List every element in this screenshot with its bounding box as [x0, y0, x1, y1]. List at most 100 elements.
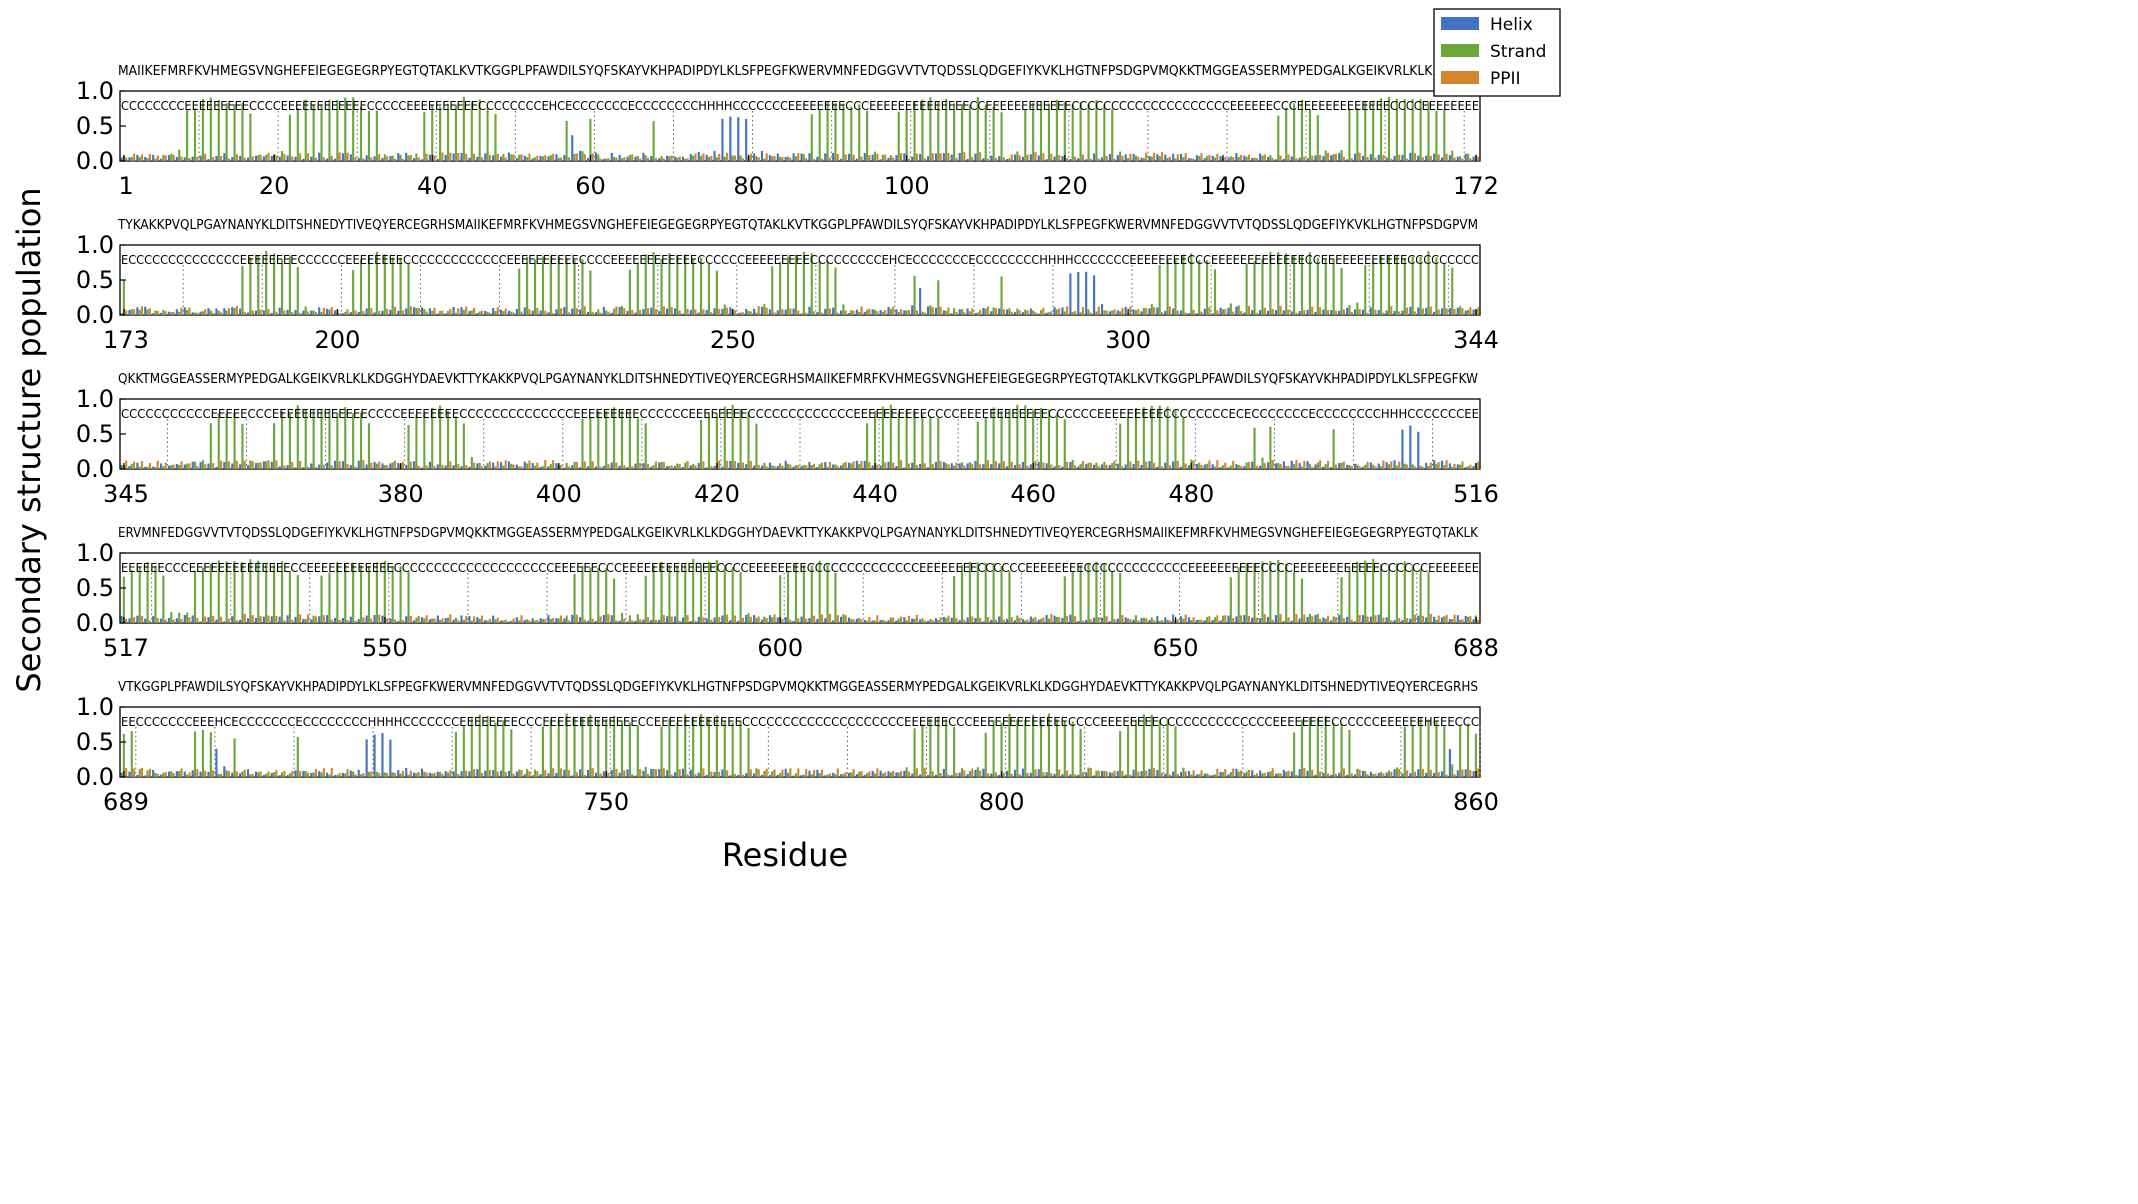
strand-bar: [1308, 109, 1311, 161]
ppii-bar: [330, 155, 333, 161]
strand-bar: [1269, 771, 1272, 777]
helix-bar: [666, 770, 669, 777]
strand-bar: [1474, 733, 1478, 777]
ppii-bar: [662, 614, 665, 623]
strand-bar: [945, 719, 948, 777]
ppii-bar: [994, 772, 998, 777]
strand-bar: [1111, 463, 1114, 469]
ppii-bar: [607, 614, 610, 623]
ppii-bar: [773, 155, 776, 161]
helix-bar: [254, 310, 258, 315]
helix-bar: [871, 154, 874, 161]
ppii-bar: [560, 768, 563, 777]
strand-bar: [1380, 98, 1383, 161]
helix-bar: [239, 619, 242, 623]
helix-bar: [760, 465, 764, 469]
strand-bar: [1435, 619, 1438, 623]
strand-bar: [170, 771, 173, 777]
strand-bar: [755, 423, 758, 469]
helix-bar: [413, 307, 416, 315]
helix-bar: [160, 158, 163, 161]
strand-bar: [312, 104, 315, 161]
strand-bar: [1269, 155, 1272, 161]
strand-bar: [1182, 618, 1185, 623]
strand-bar: [913, 410, 916, 469]
helix-bar: [405, 465, 408, 469]
strand-bar: [842, 773, 845, 777]
x-tick-label: 688: [1453, 634, 1499, 662]
ppii-bar: [931, 620, 934, 623]
ppii-bar: [1429, 462, 1432, 469]
strand-bar: [280, 772, 284, 777]
helix-bar: [1448, 463, 1451, 469]
ppii-bar: [757, 306, 760, 315]
helix-bar: [1369, 154, 1372, 161]
ppii-bar: [1113, 158, 1116, 161]
ppii-bar: [884, 154, 887, 161]
strand-bar: [502, 311, 505, 315]
helix-bar: [1164, 617, 1167, 623]
strand-bar: [1221, 772, 1224, 777]
ppii-bar: [1129, 461, 1132, 469]
helix-bar: [895, 466, 898, 469]
strand-bar: [771, 617, 774, 623]
ppii-bar: [1176, 619, 1179, 623]
strand-bar: [692, 558, 695, 623]
helix-bar: [571, 135, 574, 161]
strand-bar: [209, 732, 212, 777]
strand-bar: [1435, 257, 1438, 315]
helix-bar: [199, 771, 202, 777]
ppii-bar: [1295, 774, 1298, 777]
ppii-bar: [741, 617, 744, 623]
strand-bar: [1340, 723, 1343, 777]
helix-bar: [1069, 159, 1072, 161]
ppii-bar: [560, 308, 563, 315]
strand-bar: [336, 774, 339, 777]
ppii-bar: [639, 310, 642, 315]
strand-bar: [668, 253, 671, 315]
ppii-bar: [1390, 306, 1393, 315]
helix-bar: [879, 770, 882, 777]
helix-bar: [1448, 308, 1451, 315]
helix-bar: [223, 621, 226, 623]
helix-bar: [571, 465, 574, 469]
ppii-bar: [1066, 770, 1069, 777]
strand-bar: [644, 575, 647, 623]
strand-bar: [1087, 103, 1090, 161]
strand-bar: [225, 561, 228, 623]
ppii-bar: [686, 158, 689, 161]
ppii-bar: [1113, 309, 1116, 315]
strand-bar: [1166, 718, 1169, 777]
strand-bar: [1459, 619, 1462, 623]
ppii-bar: [765, 768, 768, 777]
helix-bar: [381, 733, 384, 777]
helix-bar: [1377, 772, 1380, 777]
ppii-bar: [939, 306, 942, 315]
ppii-bar: [504, 157, 507, 161]
helix-bar: [555, 463, 558, 469]
strand-bar: [1158, 620, 1161, 623]
strand-bar: [375, 110, 378, 161]
helix-bar: [254, 617, 258, 623]
ppii-bar: [314, 616, 318, 623]
strand-bar: [1032, 410, 1035, 469]
strand-bar: [1403, 561, 1406, 623]
helix-bar: [254, 463, 258, 469]
ppii-bar: [1477, 307, 1480, 315]
sequence-label: TYKAKKPVQLPGAYNANYKLDITSHNEDYTIVEQYERCEG…: [117, 218, 1478, 233]
helix-bar: [1401, 154, 1404, 161]
helix-bar: [144, 618, 147, 623]
helix-bar: [1251, 310, 1254, 315]
ppii-bar: [220, 155, 223, 161]
ppii-bar: [1042, 772, 1045, 777]
strand-bar: [1316, 257, 1319, 315]
ppii-bar: [923, 158, 926, 161]
strand-bar: [905, 409, 908, 469]
ppii-bar: [156, 618, 159, 623]
ppii-bar: [441, 310, 444, 315]
helix-bar: [990, 773, 993, 777]
helix-bar: [1346, 616, 1349, 623]
helix-bar: [199, 462, 202, 469]
strand-bar: [1103, 563, 1106, 623]
ppii-bar: [1129, 153, 1132, 161]
